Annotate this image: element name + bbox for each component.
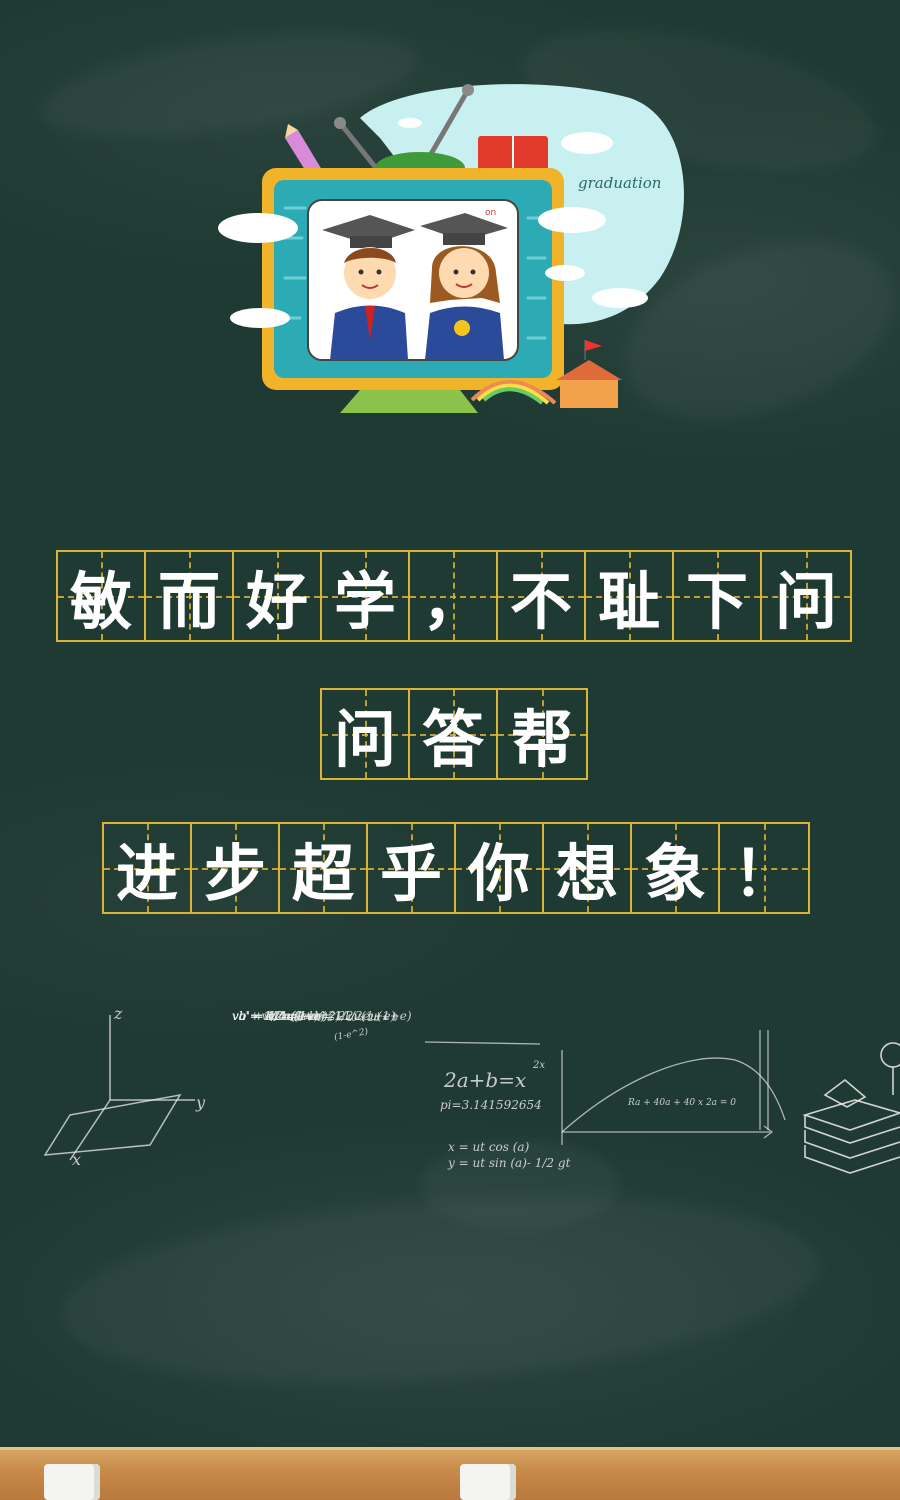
- slogan-char: 耻: [586, 552, 674, 640]
- formula-small: Ra + 40a + 40 x 2a = 0: [290, 1014, 399, 1024]
- screen-tag: on: [485, 208, 496, 218]
- slogan-char: 敏: [58, 552, 146, 640]
- formula-line: va + vb = u: [232, 1009, 304, 1023]
- slogan-char: ！: [720, 824, 808, 912]
- slogan-line-3: 进 步 超 乎 你 想 象 ！: [102, 822, 810, 914]
- slogan-char: 帮: [498, 690, 586, 778]
- slogan-char: 不: [498, 552, 586, 640]
- chalk-ledge: [0, 1447, 900, 1500]
- slogan-char: 下: [674, 552, 762, 640]
- axis-y-label: y: [196, 1093, 206, 1112]
- slogan-char: 而: [146, 552, 234, 640]
- slogan-char: 超: [280, 824, 368, 912]
- slogan-char: ，: [410, 552, 498, 640]
- slogan-char: 学: [322, 552, 410, 640]
- curve-graph: [424, 1030, 786, 1145]
- formula-line: va: [232, 1009, 246, 1023]
- formula-line: vb = 1/2u(1+e): [232, 1009, 326, 1023]
- books-sketch: [802, 1042, 900, 1174]
- main-formula-exponent: 2x: [533, 1060, 546, 1071]
- slogan-char: 步: [192, 824, 280, 912]
- axis-x-label: x: [72, 1150, 82, 1169]
- slogan-char: 答: [410, 690, 498, 778]
- slogan-line-1: 敏 而 好 学 ， 不 耻 下 问: [56, 550, 852, 642]
- slogan-char: 想: [544, 824, 632, 912]
- slogan-char: 问: [762, 552, 850, 640]
- y-line: y = ut sin (a)- 1/2 gt: [448, 1156, 571, 1170]
- slogan-char: 问: [322, 690, 410, 778]
- formula-line: va = 1/2u(1-e): [232, 1009, 319, 1023]
- curve-formula-small: Ra + 40a + 40 x 2a = 0: [628, 1098, 737, 1108]
- pi-line: pi=3.141592654: [440, 1098, 542, 1112]
- graduation-tv-illustration: graduation on: [218, 84, 684, 413]
- formula-line: vb' = 1/4u(1-e^2): [232, 1009, 341, 1023]
- formula-side-note: (1-e^2): [333, 1027, 369, 1043]
- slogan-char: 你: [456, 824, 544, 912]
- slogan-char: 好: [234, 552, 322, 640]
- slogan-char: 象: [632, 824, 720, 912]
- axes-sketch: [43, 1015, 195, 1161]
- main-formula: 2a+b=x: [444, 1068, 527, 1092]
- formula-line: vb' + vc' = vb = 1/2u(1+e): [232, 1009, 396, 1023]
- chalk-stick: [44, 1464, 100, 1500]
- graduation-text: graduation: [578, 174, 661, 192]
- formula-line: vc' = 1/4u(1+e)^2: [232, 1009, 346, 1023]
- formula-line: vb' - vc' = -evb = -1/2eu(1+e): [232, 1009, 412, 1023]
- slogan-line-2: 问 答 帮: [320, 688, 588, 780]
- x-line: x = ut cos (a): [448, 1140, 530, 1154]
- axis-z-label: z: [114, 1004, 123, 1023]
- slogan-char: 进: [104, 824, 192, 912]
- chalk-stick: [460, 1464, 516, 1500]
- slogan-char: 乎: [368, 824, 456, 912]
